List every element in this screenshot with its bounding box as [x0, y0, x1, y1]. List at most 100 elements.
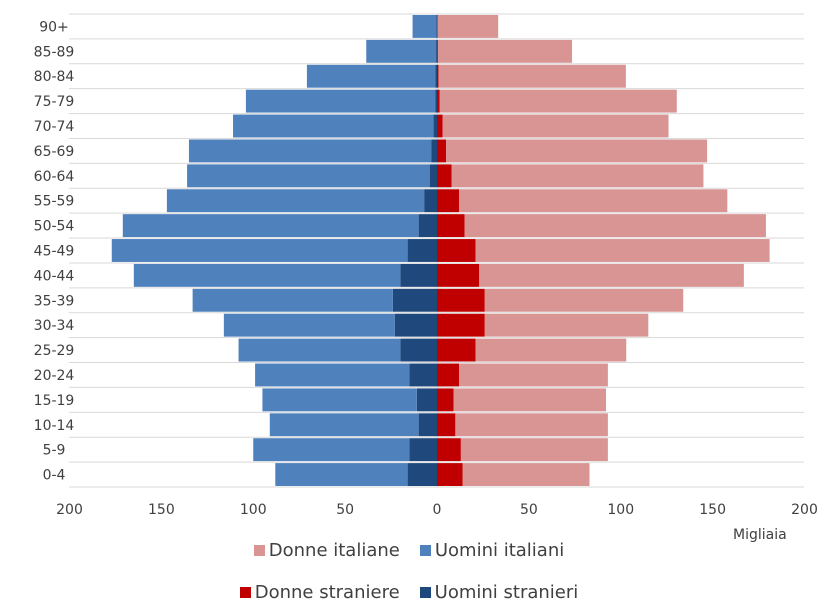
bar-uomini-italiani-50-54	[122, 214, 419, 238]
category-label-70-74: 70-74	[34, 119, 75, 135]
category-label-75-79: 75-79	[34, 94, 75, 110]
bar-donne-straniere-10-14	[437, 413, 456, 437]
x-tick-label: 100	[607, 502, 634, 518]
bar-uomini-stranieri-45-49	[407, 239, 437, 262]
bar-donne-straniere-55-59	[437, 189, 460, 213]
bar-donne-italiane-45-49	[475, 239, 770, 262]
bar-donne-straniere-0-4	[437, 463, 463, 487]
category-label-60-64: 60-64	[34, 169, 75, 185]
bar-donne-straniere-5-9	[437, 438, 461, 462]
bar-donne-italiane-35-39	[484, 288, 684, 312]
bar-uomini-italiani-5-9	[253, 438, 410, 462]
bar-donne-straniere-45-49	[437, 239, 476, 262]
bar-donne-straniere-80-84	[437, 64, 439, 88]
bar-donne-italiane-60-64	[451, 164, 704, 188]
category-label-65-69: 65-69	[34, 144, 75, 160]
bar-donne-italiane-50-54	[464, 214, 766, 238]
bar-uomini-stranieri-10-14	[418, 413, 437, 437]
unit-label: Migliaia	[733, 527, 787, 543]
bar-donne-italiane-25-29	[475, 338, 627, 362]
bar-uomini-stranieri-30-34	[394, 313, 437, 337]
bar-donne-italiane-20-24	[459, 363, 608, 387]
legend-item-uomini-italiani: Uomini italiani	[419, 540, 565, 561]
category-label-55-59: 55-59	[34, 194, 75, 210]
bar-uomini-stranieri-25-29	[400, 338, 437, 362]
x-axis-ticks: 200 150 100 50 0 50 100 150 200	[56, 502, 818, 518]
bar-uomini-stranieri-85-89	[436, 39, 437, 63]
bar-uomini-stranieri-15-19	[416, 388, 437, 412]
bar-donne-straniere-85-89	[437, 39, 438, 63]
bar-donne-italiane-55-59	[459, 189, 728, 213]
bar-donne-straniere-40-44	[437, 263, 480, 287]
bar-uomini-italiani-25-29	[238, 338, 401, 362]
category-label-30-34: 30-34	[34, 318, 75, 334]
category-label-45-49: 45-49	[34, 244, 75, 260]
bar-uomini-stranieri-80-84	[435, 64, 437, 88]
bar-donne-straniere-70-74	[437, 114, 443, 138]
bar-donne-italiane-10-14	[455, 413, 608, 437]
legend-swatch-donne-straniere	[239, 587, 251, 598]
bar-uomini-italiani-85-89	[366, 39, 437, 63]
bar-donne-italiane-75-79	[439, 89, 677, 113]
category-label-50-54: 50-54	[34, 219, 75, 235]
bar-donne-italiane-65-69	[446, 139, 708, 163]
bar-uomini-stranieri-60-64	[429, 164, 437, 188]
legend-label-donne-italiane: Donne italiane	[268, 540, 400, 561]
bar-donne-italiane-40-44	[479, 263, 744, 287]
bar-donne-italiane-90	[437, 14, 499, 38]
bar-uomini-stranieri-75-79	[435, 89, 437, 113]
legend-swatch-donne-italiane	[253, 545, 265, 556]
legend-item-donne-italiane: Donne italiane	[253, 540, 400, 561]
bar-uomini-italiani-75-79	[245, 89, 436, 113]
bar-donne-straniere-25-29	[437, 338, 476, 362]
bars	[111, 14, 770, 487]
bar-uomini-italiani-0-4	[275, 463, 408, 487]
bar-donne-straniere-75-79	[437, 89, 440, 113]
x-tick-label: 0	[433, 502, 442, 518]
bar-uomini-italiani-40-44	[133, 263, 401, 287]
bar-uomini-italiani-90	[412, 14, 437, 38]
category-label-20-24: 20-24	[34, 368, 75, 384]
x-tick-label: 200	[56, 502, 83, 518]
legend-item-uomini-stranieri: Uomini stranieri	[419, 582, 579, 603]
bar-donne-straniere-15-19	[437, 388, 454, 412]
bar-uomini-stranieri-0-4	[407, 463, 437, 487]
legend-row-2: Donne straniere Uomini stranieri	[0, 582, 818, 603]
bar-donne-italiane-5-9	[460, 438, 608, 462]
bar-uomini-italiani-15-19	[262, 388, 417, 412]
bar-uomini-stranieri-55-59	[424, 189, 437, 213]
bar-donne-straniere-90	[437, 14, 438, 38]
bar-donne-italiane-85-89	[437, 39, 573, 63]
bar-donne-italiane-30-34	[484, 313, 649, 337]
category-label-15-19: 15-19	[34, 393, 75, 409]
bar-uomini-italiani-60-64	[187, 164, 430, 188]
bar-donne-straniere-60-64	[437, 164, 452, 188]
bar-uomini-italiani-55-59	[166, 189, 425, 213]
bar-donne-straniere-65-69	[437, 139, 447, 163]
bar-uomini-stranieri-70-74	[433, 114, 437, 138]
legend-swatch-uomini-italiani	[419, 545, 431, 556]
category-label-85-89: 85-89	[34, 44, 75, 60]
category-label-25-29: 25-29	[34, 343, 75, 359]
legend-label-uomini-italiani: Uomini italiani	[434, 540, 565, 561]
bar-uomini-stranieri-90	[436, 14, 437, 38]
bar-uomini-italiani-35-39	[192, 288, 393, 312]
x-tick-label: 50	[336, 502, 354, 518]
bar-uomini-italiani-45-49	[111, 239, 408, 262]
bar-donne-straniere-35-39	[437, 288, 485, 312]
category-label-90: 90+	[39, 19, 69, 35]
bar-uomini-stranieri-5-9	[409, 438, 437, 462]
bar-uomini-stranieri-20-24	[409, 363, 437, 387]
category-label-0-4: 0-4	[43, 468, 66, 484]
category-labels: 0-4 5-9 10-14 15-19 20-24 25-29 30-34 35-39 40-4…	[34, 19, 75, 483]
category-label-35-39: 35-39	[34, 293, 75, 309]
bar-uomini-italiani-30-34	[223, 313, 395, 337]
legend-row-1: Donne italiane Uomini italiani	[0, 540, 818, 561]
grid-lines	[69, 13, 804, 488]
bar-uomini-italiani-20-24	[255, 363, 410, 387]
x-tick-label: 150	[699, 502, 726, 518]
bar-donne-italiane-70-74	[442, 114, 669, 138]
legend-label-uomini-stranieri: Uomini stranieri	[434, 582, 579, 603]
legend-swatch-uomini-stranieri	[419, 587, 431, 598]
